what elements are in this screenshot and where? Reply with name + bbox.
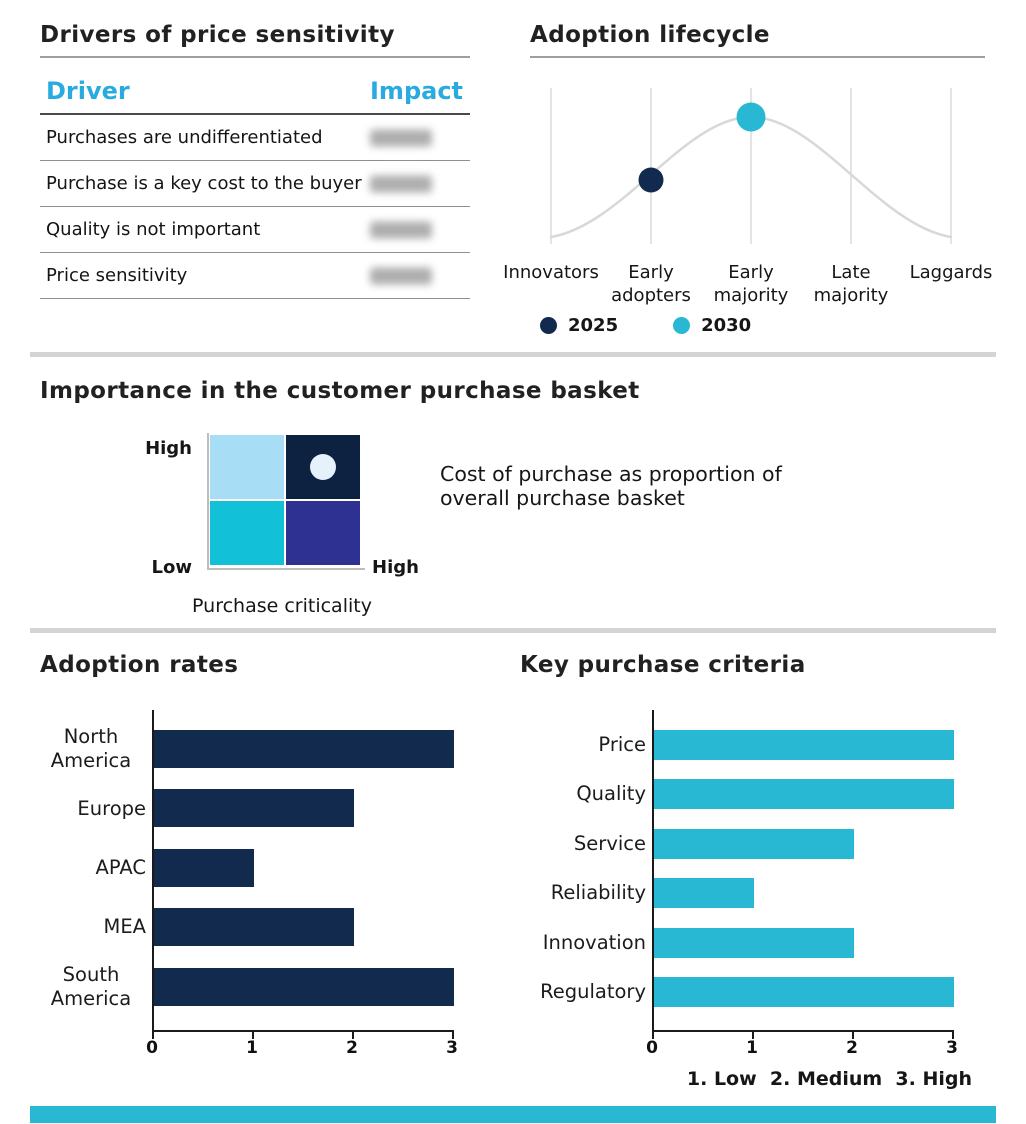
bar-price [654, 730, 954, 760]
impact-column-header: Impact [370, 76, 464, 105]
impact-value-redacted [370, 129, 432, 146]
matrix-y-low-label: Low [151, 557, 192, 578]
bar-regulatory [654, 977, 954, 1007]
category-label-regulatory: Regulatory [540, 979, 646, 1003]
category-label-apac: APAC [95, 855, 146, 879]
legend-item-2030: 2030 [673, 315, 751, 336]
bar-europe [154, 789, 354, 827]
purchase-criteria-title: Key purchase criteria [520, 652, 806, 678]
tick-1: 1 [246, 1038, 258, 1058]
adoption-rates-title: Adoption rates [40, 652, 239, 678]
category-label-price: Price [598, 732, 646, 756]
category-label-innovation: Innovation [542, 930, 646, 954]
impact-value-redacted [370, 267, 432, 284]
driver-cell: Purchase is a key cost to the buyer [46, 173, 362, 194]
impact-value-redacted [370, 221, 432, 238]
x-tick [152, 1032, 154, 1039]
tick-2: 2 [346, 1038, 358, 1058]
quadrant-top-left [210, 435, 284, 499]
footer-accent-bar [30, 1106, 996, 1123]
x-tick [752, 1032, 754, 1039]
category-label-mea: MEA [103, 914, 147, 938]
x-tick [352, 1032, 354, 1039]
matrix-y-high-label: High [145, 438, 192, 459]
table-row: Quality is not important [40, 207, 470, 253]
matrix-x-high-label: High [372, 557, 419, 578]
section-divider [30, 352, 996, 357]
driver-column-header: Driver [46, 76, 130, 105]
matrix-x-axis [207, 568, 365, 570]
adoption-rates-chart: North America Europe APAC MEA South Amer… [36, 710, 466, 1058]
bar-mea [154, 908, 354, 946]
driver-cell: Price sensitivity [46, 265, 188, 286]
purchase-basket-matrix [210, 435, 360, 565]
lifecycle-title-rule [530, 56, 985, 58]
quadrant-bottom-right [286, 501, 360, 565]
matrix-x-axis-label: Purchase criticality [192, 595, 372, 617]
basket-panel-title: Importance in the customer purchase bask… [40, 378, 640, 404]
table-row: Purchase is a key cost to the buyer [40, 161, 470, 207]
tick-1: 1 [746, 1038, 758, 1058]
legend-2030-label: 2030 [701, 315, 752, 336]
purchase-criteria-chart: Price Quality Service Reliability Innova… [520, 710, 990, 1058]
bar-north-america [154, 730, 454, 768]
bar-service [654, 829, 854, 859]
bar-south-america [154, 968, 454, 1006]
impact-value-redacted [370, 175, 432, 192]
lifecycle-category-late-majority: Late majority [813, 262, 889, 306]
category-label-quality: Quality [576, 781, 646, 805]
drivers-table: Driver Impact Purchases are undifferenti… [40, 68, 470, 299]
category-label-europe: Europe [77, 796, 146, 820]
tick-3: 3 [446, 1038, 458, 1058]
quadrant-bottom-left [210, 501, 284, 565]
table-row: Price sensitivity [40, 253, 470, 299]
tick-0: 0 [646, 1038, 658, 1058]
section-divider [30, 628, 996, 633]
x-tick [852, 1032, 854, 1039]
tick-3: 3 [946, 1038, 958, 1058]
lifecycle-category-laggards: Laggards [909, 262, 993, 283]
driver-cell: Quality is not important [46, 219, 261, 240]
x-tick [652, 1032, 654, 1039]
lifecycle-category-early-majority: Early majority [713, 262, 789, 306]
bar-reliability [654, 878, 754, 908]
drivers-title-rule [40, 56, 470, 58]
basket-annotation: Cost of purchase as proportion of overal… [440, 462, 782, 511]
lifecycle-category-innovators: Innovators [503, 262, 599, 283]
legend-2030-dot-icon [673, 317, 691, 334]
bar-apac [154, 849, 254, 887]
lifecycle-category-early-adopters: Early adopters [611, 262, 691, 306]
category-label-reliability: Reliability [550, 880, 646, 904]
purchase-criteria-plot [652, 710, 954, 1039]
drivers-table-header: Driver Impact [40, 68, 470, 115]
lifecycle-panel-title: Adoption lifecycle [530, 22, 770, 48]
point-2025 [638, 167, 664, 193]
driver-cell: Purchases are undifferentiated [46, 127, 323, 148]
tick-2: 2 [846, 1038, 858, 1058]
bar-innovation [654, 928, 854, 958]
bar-quality [654, 779, 954, 809]
x-tick [252, 1032, 254, 1039]
category-label-service: Service [573, 831, 646, 855]
scale-note: 1. Low 2. Medium 3. High [686, 1068, 972, 1090]
matrix-y-axis [207, 433, 209, 570]
table-row: Purchases are undifferentiated [40, 115, 470, 161]
x-tick [952, 1032, 954, 1039]
tick-0: 0 [146, 1038, 158, 1058]
legend-2025-dot-icon [540, 317, 557, 334]
category-label-north-america: North America [50, 724, 132, 772]
legend-2025-label: 2025 [568, 315, 619, 336]
adoption-lifecycle-chart [549, 88, 953, 244]
x-tick [452, 1032, 454, 1039]
point-2030 [736, 102, 766, 132]
category-label-south-america: South America [50, 962, 132, 1010]
quadrant-top-right [286, 435, 360, 499]
lifecycle-legend: 2025 2030 [540, 315, 751, 336]
legend-item-2025: 2025 [540, 315, 618, 336]
adoption-rates-plot [152, 710, 454, 1039]
drivers-panel-title: Drivers of price sensitivity [40, 22, 395, 48]
matrix-marker [310, 454, 336, 480]
